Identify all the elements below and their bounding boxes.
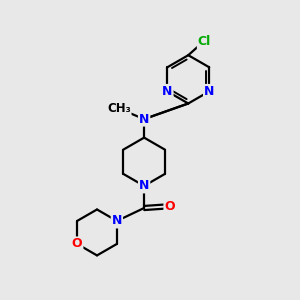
Text: N: N bbox=[112, 214, 122, 227]
Text: N: N bbox=[139, 179, 149, 192]
Text: O: O bbox=[164, 200, 175, 213]
Text: N: N bbox=[204, 85, 214, 98]
Text: N: N bbox=[162, 85, 172, 98]
Text: N: N bbox=[139, 112, 149, 126]
Text: Cl: Cl bbox=[198, 35, 211, 48]
Text: CH₃: CH₃ bbox=[107, 102, 131, 115]
Text: O: O bbox=[72, 237, 83, 250]
